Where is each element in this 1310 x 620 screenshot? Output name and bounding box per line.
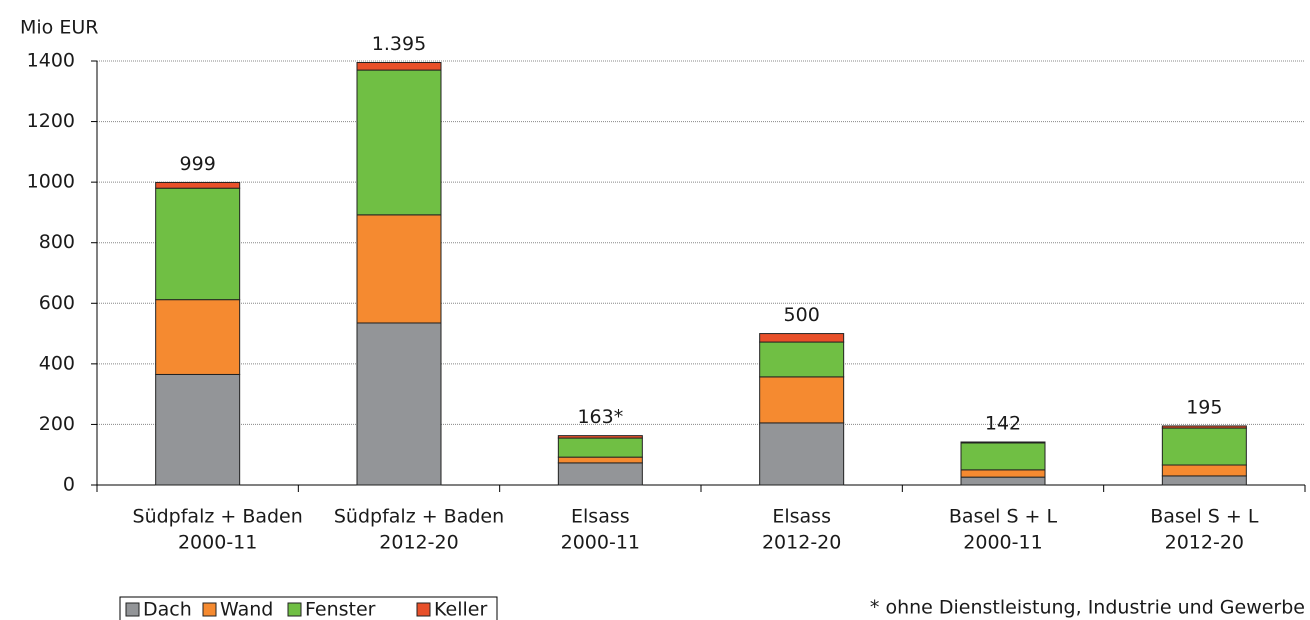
x-tick-label: Elsass	[571, 506, 630, 528]
bar-segment	[1161, 425, 1247, 429]
x-tick-label: 2012-20	[762, 532, 841, 554]
legend-swatch	[416, 602, 431, 617]
legend-label: Keller	[434, 599, 487, 620]
y-tick-label: 0	[63, 474, 75, 496]
legend-label: Dach	[143, 599, 192, 620]
bar-segment	[356, 214, 442, 324]
total-label: 500	[784, 304, 820, 326]
bar-segment	[155, 299, 241, 375]
bar-segment	[960, 442, 1046, 471]
total-label: 195	[1186, 396, 1222, 418]
x-tick-label: 2000-11	[561, 532, 640, 554]
bar-segment	[155, 181, 241, 189]
bar-segment	[557, 437, 643, 458]
y-tick-label: 400	[39, 352, 75, 374]
bar-segment	[759, 422, 845, 486]
bar-segment	[960, 476, 1046, 486]
bar-segment	[155, 187, 241, 301]
bar-segment	[1161, 427, 1247, 466]
bar-segment	[1161, 464, 1247, 477]
bar-segment	[356, 69, 442, 216]
y-tick-label: 800	[39, 231, 75, 253]
total-label: 1.395	[372, 33, 426, 55]
y-tick-label: 200	[39, 413, 75, 435]
x-tick-label: Basel S + L	[1150, 506, 1259, 528]
y-tick-label: 1000	[27, 171, 75, 193]
legend-swatch	[125, 602, 140, 617]
bar-segment	[356, 62, 442, 71]
bar-segment	[960, 441, 1046, 444]
x-tick-label: 2000-11	[963, 532, 1042, 554]
legend-label: Fenster	[305, 599, 376, 620]
bar-segment	[557, 435, 643, 439]
bar-segment	[759, 341, 845, 378]
bar-segment	[155, 373, 241, 486]
y-axis-label: Mio EUR	[20, 17, 98, 39]
y-tick-label: 1200	[27, 110, 75, 132]
x-tick-label: Südpfalz + Baden	[133, 506, 303, 528]
x-tick-label: 2012-20	[1165, 532, 1244, 554]
y-tick-label: 600	[39, 292, 75, 314]
bar-segment	[759, 376, 845, 424]
total-label: 142	[985, 412, 1021, 434]
bar-segment	[356, 322, 442, 486]
bar-segment	[759, 333, 845, 343]
total-label: 999	[180, 153, 216, 175]
legend-swatch	[202, 602, 217, 617]
x-tick-label: 2012-20	[379, 532, 458, 554]
x-tick-label: Südpfalz + Baden	[334, 506, 504, 528]
x-tick-label: Elsass	[772, 506, 831, 528]
y-tick-label: 1400	[27, 50, 75, 72]
bar-segment	[557, 462, 643, 486]
x-tick-label: Basel S + L	[949, 506, 1058, 528]
bar-segment	[557, 456, 643, 464]
legend-swatch	[287, 602, 302, 617]
legend-label: Wand	[220, 599, 273, 620]
bar-segment	[960, 469, 1046, 478]
total-label: 163*	[577, 406, 623, 428]
footnote: * ohne Dienstleistung, Industrie und Gew…	[870, 597, 1305, 619]
x-tick-label: 2000-11	[178, 532, 257, 554]
bar-segment	[1161, 475, 1247, 486]
